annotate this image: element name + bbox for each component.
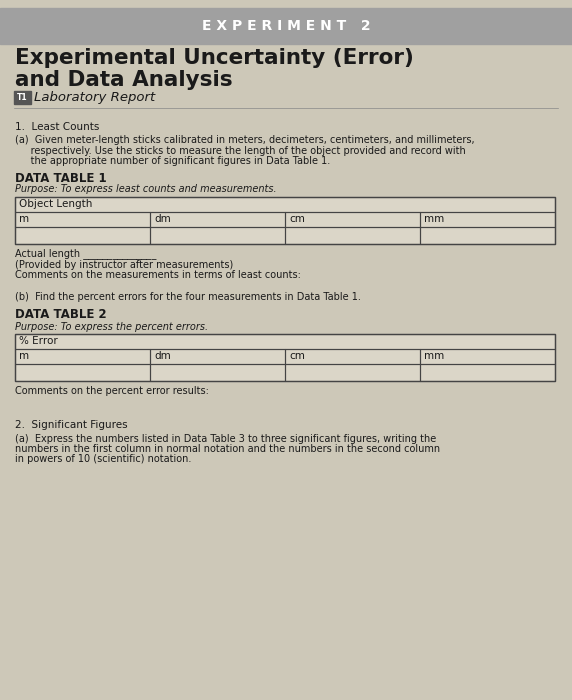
Text: mm: mm xyxy=(424,351,444,361)
Bar xyxy=(15,349,150,363)
Text: Comments on the percent error results:: Comments on the percent error results: xyxy=(15,386,209,396)
Bar xyxy=(420,349,555,363)
Bar xyxy=(150,349,285,363)
Text: Purpose: To express the percent errors.: Purpose: To express the percent errors. xyxy=(15,321,208,332)
Bar xyxy=(285,211,420,227)
Bar xyxy=(0,8,572,44)
Text: Comments on the measurements in terms of least counts:: Comments on the measurements in terms of… xyxy=(15,270,301,281)
Text: cm: cm xyxy=(289,214,305,224)
Text: in powers of 10 (scientific) notation.: in powers of 10 (scientific) notation. xyxy=(15,454,192,465)
Text: T1: T1 xyxy=(17,93,28,102)
Text: (a)  Given meter-length sticks calibrated in meters, decimeters, centimeters, an: (a) Given meter-length sticks calibrated… xyxy=(15,135,475,145)
Text: the appropriate number of significant figures in Data Table 1.: the appropriate number of significant fi… xyxy=(15,156,330,166)
Text: (a)  Express the numbers listed in Data Table 3 to three significant figures, wr: (a) Express the numbers listed in Data T… xyxy=(15,433,436,444)
Bar xyxy=(150,363,285,381)
Text: Experimental Uncertainty (Error): Experimental Uncertainty (Error) xyxy=(15,48,414,68)
Bar xyxy=(15,197,555,211)
Bar xyxy=(15,333,555,381)
Bar xyxy=(150,211,285,227)
Text: % Error: % Error xyxy=(19,336,58,346)
Bar xyxy=(15,197,555,244)
Text: respectively. Use the sticks to measure the length of the object provided and re: respectively. Use the sticks to measure … xyxy=(15,146,466,155)
Text: cm: cm xyxy=(289,351,305,361)
Bar xyxy=(15,227,150,244)
Bar xyxy=(15,197,555,244)
Bar xyxy=(420,227,555,244)
Bar xyxy=(150,227,285,244)
Text: DATA TABLE 2: DATA TABLE 2 xyxy=(15,309,106,321)
Text: numbers in the first column in normal notation and the numbers in the second col: numbers in the first column in normal no… xyxy=(15,444,440,454)
Text: DATA TABLE 1: DATA TABLE 1 xyxy=(15,172,106,185)
Text: m: m xyxy=(19,351,29,361)
Text: (b)  Find the percent errors for the four measurements in Data Table 1.: (b) Find the percent errors for the four… xyxy=(15,293,361,302)
Text: E X P E R I M E N T   2: E X P E R I M E N T 2 xyxy=(202,19,370,33)
Bar xyxy=(420,363,555,381)
Bar xyxy=(15,333,555,381)
Text: Actual length _______________: Actual length _______________ xyxy=(15,248,156,260)
Text: 1.  Least Counts: 1. Least Counts xyxy=(15,122,100,132)
Bar xyxy=(15,211,150,227)
Text: 2.  Significant Figures: 2. Significant Figures xyxy=(15,421,128,430)
Bar xyxy=(420,211,555,227)
Text: (Provided by instructor after measurements): (Provided by instructor after measuremen… xyxy=(15,260,233,270)
Bar xyxy=(285,227,420,244)
Text: dm: dm xyxy=(154,351,171,361)
Text: Object Length: Object Length xyxy=(19,199,92,209)
Text: m: m xyxy=(19,214,29,224)
Bar xyxy=(15,333,555,349)
Bar xyxy=(15,363,150,381)
Bar xyxy=(285,363,420,381)
Text: Laboratory Report: Laboratory Report xyxy=(34,91,155,104)
Text: Purpose: To express least counts and measurements.: Purpose: To express least counts and mea… xyxy=(15,185,277,195)
Text: and Data Analysis: and Data Analysis xyxy=(15,70,233,90)
Text: mm: mm xyxy=(424,214,444,224)
Text: dm: dm xyxy=(154,214,171,224)
Bar xyxy=(285,349,420,363)
Bar xyxy=(14,91,31,104)
